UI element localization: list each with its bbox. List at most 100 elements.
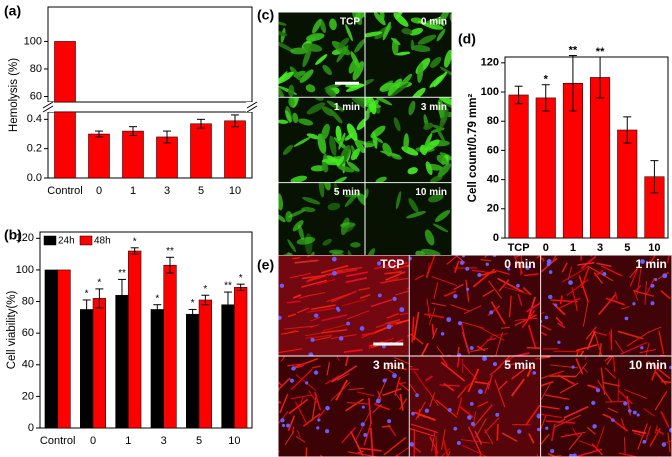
fiber (536, 255, 541, 259)
fiber (631, 429, 647, 435)
nucleus (642, 439, 647, 444)
fiber (313, 391, 322, 411)
fiber (626, 330, 651, 347)
fiber (424, 375, 433, 382)
y-axis-label: Cell viability(%) (6, 291, 18, 370)
cell (278, 30, 288, 37)
fiber (476, 345, 486, 352)
cell (321, 161, 329, 173)
fiber (295, 401, 308, 426)
bar (44, 269, 58, 429)
fiber (446, 255, 458, 265)
cell (425, 17, 445, 25)
error-bar (188, 308, 197, 320)
fiber (613, 357, 616, 373)
fiber (393, 264, 410, 271)
fiber (629, 267, 639, 287)
cell (285, 110, 292, 123)
fiber (506, 363, 516, 366)
fiber (540, 356, 551, 359)
x-tick-label: Control (47, 185, 82, 197)
fiber (523, 273, 539, 277)
significance: * (544, 74, 549, 86)
fiber (655, 428, 665, 435)
fiber (654, 425, 658, 434)
y-tick-label: 60 (487, 144, 499, 156)
fiber (306, 307, 336, 313)
nucleus (516, 283, 520, 288)
fiber (540, 255, 545, 262)
cell (432, 223, 449, 233)
error-bar (514, 85, 523, 105)
nucleus (548, 270, 553, 274)
fiber (579, 440, 598, 449)
cell (289, 66, 302, 81)
nucleus (465, 266, 470, 271)
fiber (472, 404, 493, 428)
fiber (435, 436, 438, 457)
nucleus (392, 373, 397, 379)
fiber (667, 432, 671, 453)
cell (346, 123, 358, 141)
fiber (306, 275, 326, 283)
fiber (474, 430, 483, 445)
x-tick-label: 0 (543, 242, 549, 254)
nucleus (376, 261, 382, 266)
fiber (561, 262, 568, 273)
fiber (467, 368, 480, 393)
y-tick-label: 100 (481, 86, 499, 98)
nucleus (382, 378, 387, 383)
fiber (441, 429, 446, 450)
cell (438, 97, 452, 106)
fiber (280, 330, 299, 335)
fiber (292, 256, 301, 260)
fiber (660, 290, 671, 300)
cell (287, 239, 297, 253)
fiber (510, 378, 525, 397)
fiber (397, 382, 407, 385)
significance: ** (224, 281, 232, 292)
fiber (289, 272, 312, 279)
fiber (279, 394, 289, 414)
y-tick-label: 0 (493, 232, 499, 244)
cell (301, 207, 316, 213)
y-tick-label: 40 (22, 359, 34, 371)
significance: * (155, 293, 159, 304)
cell (391, 82, 409, 97)
cell (345, 24, 353, 42)
fiber (299, 294, 311, 299)
fiber (302, 413, 321, 427)
cell (306, 133, 320, 140)
fiber (498, 278, 510, 292)
fiber (557, 297, 581, 310)
cell (365, 31, 383, 38)
bar (234, 287, 248, 429)
micrograph (540, 356, 672, 457)
fiber (468, 426, 482, 455)
fiber (304, 332, 322, 337)
micrograph-label: 0 min (504, 257, 535, 271)
fiber (311, 304, 336, 311)
fiber (540, 405, 560, 410)
x-tick-label: 5 (624, 242, 630, 254)
cell (408, 197, 419, 213)
fiber (559, 295, 563, 305)
fiber (584, 356, 588, 360)
fiber (614, 291, 618, 300)
bar (88, 133, 110, 179)
cell (306, 102, 326, 115)
nucleus (316, 426, 320, 430)
cell (426, 23, 444, 30)
fiber (314, 336, 332, 341)
fiber (409, 382, 418, 395)
fiber (501, 432, 518, 442)
nucleus (627, 409, 632, 413)
fiber (442, 439, 449, 457)
fiber (595, 426, 605, 452)
nucleus (477, 389, 483, 395)
axis-break-mark (42, 101, 54, 109)
panel-label: (a) (4, 3, 21, 19)
nucleus (346, 321, 351, 326)
fiber (336, 356, 340, 361)
fiber (358, 287, 371, 292)
